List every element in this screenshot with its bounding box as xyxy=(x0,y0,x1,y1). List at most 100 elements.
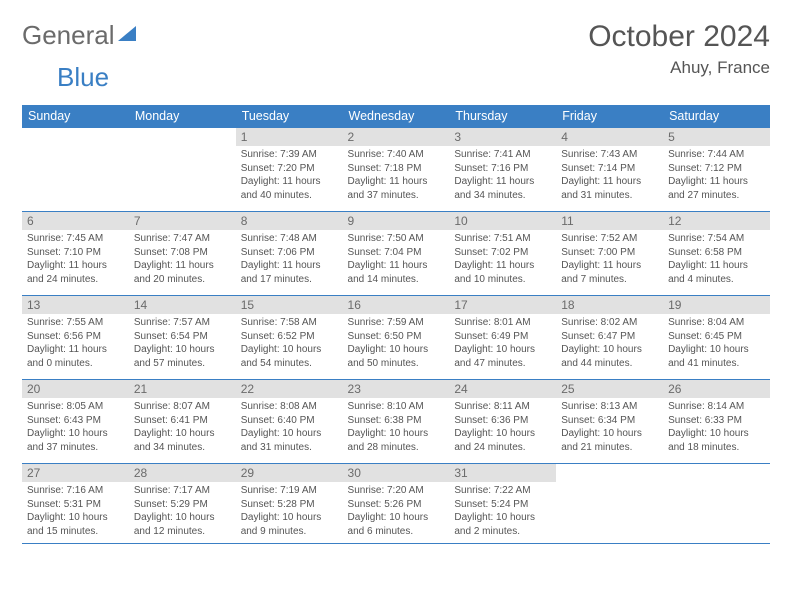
daylight-text: Daylight: 10 hours and 18 minutes. xyxy=(668,427,765,454)
day-number: 18 xyxy=(556,296,663,314)
day-details: Sunrise: 7:40 AMSunset: 7:18 PMDaylight:… xyxy=(343,146,450,204)
sunset-text: Sunset: 6:33 PM xyxy=(668,414,765,428)
month-title: October 2024 xyxy=(588,20,770,54)
daylight-text: Daylight: 11 hours and 37 minutes. xyxy=(348,175,445,202)
sunset-text: Sunset: 5:29 PM xyxy=(134,498,231,512)
day-details: Sunrise: 7:47 AMSunset: 7:08 PMDaylight:… xyxy=(129,230,236,288)
daylight-text: Daylight: 10 hours and 34 minutes. xyxy=(134,427,231,454)
daylight-text: Daylight: 10 hours and 50 minutes. xyxy=(348,343,445,370)
sunset-text: Sunset: 6:36 PM xyxy=(454,414,551,428)
calendar-cell: 29Sunrise: 7:19 AMSunset: 5:28 PMDayligh… xyxy=(236,464,343,544)
day-details: Sunrise: 7:54 AMSunset: 6:58 PMDaylight:… xyxy=(663,230,770,288)
daylight-text: Daylight: 10 hours and 6 minutes. xyxy=(348,511,445,538)
day-details: Sunrise: 7:57 AMSunset: 6:54 PMDaylight:… xyxy=(129,314,236,372)
calendar-cell: 5Sunrise: 7:44 AMSunset: 7:12 PMDaylight… xyxy=(663,128,770,212)
calendar-cell: 20Sunrise: 8:05 AMSunset: 6:43 PMDayligh… xyxy=(22,380,129,464)
day-number: 30 xyxy=(343,464,450,482)
day-details: Sunrise: 7:52 AMSunset: 7:00 PMDaylight:… xyxy=(556,230,663,288)
calendar-cell: 17Sunrise: 8:01 AMSunset: 6:49 PMDayligh… xyxy=(449,296,556,380)
brand-part1: General xyxy=(22,20,115,51)
sunrise-text: Sunrise: 8:08 AM xyxy=(241,400,338,414)
daylight-text: Daylight: 10 hours and 47 minutes. xyxy=(454,343,551,370)
daylight-text: Daylight: 10 hours and 21 minutes. xyxy=(561,427,658,454)
calendar-cell: 14Sunrise: 7:57 AMSunset: 6:54 PMDayligh… xyxy=(129,296,236,380)
sunset-text: Sunset: 5:26 PM xyxy=(348,498,445,512)
day-number: 13 xyxy=(22,296,129,314)
sunrise-text: Sunrise: 8:11 AM xyxy=(454,400,551,414)
sunrise-text: Sunrise: 8:07 AM xyxy=(134,400,231,414)
sunset-text: Sunset: 5:28 PM xyxy=(241,498,338,512)
brand-logo: General xyxy=(22,20,139,51)
weekday-header: Tuesday xyxy=(236,105,343,128)
day-details: Sunrise: 8:07 AMSunset: 6:41 PMDaylight:… xyxy=(129,398,236,456)
day-number: 27 xyxy=(22,464,129,482)
calendar-cell: 18Sunrise: 8:02 AMSunset: 6:47 PMDayligh… xyxy=(556,296,663,380)
calendar-cell: 11Sunrise: 7:52 AMSunset: 7:00 PMDayligh… xyxy=(556,212,663,296)
day-details: Sunrise: 7:22 AMSunset: 5:24 PMDaylight:… xyxy=(449,482,556,540)
day-number: 10 xyxy=(449,212,556,230)
day-number: 8 xyxy=(236,212,343,230)
daylight-text: Daylight: 10 hours and 31 minutes. xyxy=(241,427,338,454)
sunset-text: Sunset: 7:12 PM xyxy=(668,162,765,176)
calendar-cell: 23Sunrise: 8:10 AMSunset: 6:38 PMDayligh… xyxy=(343,380,450,464)
calendar-cell: 15Sunrise: 7:58 AMSunset: 6:52 PMDayligh… xyxy=(236,296,343,380)
day-number: 1 xyxy=(236,128,343,146)
daylight-text: Daylight: 10 hours and 2 minutes. xyxy=(454,511,551,538)
calendar-cell: 13Sunrise: 7:55 AMSunset: 6:56 PMDayligh… xyxy=(22,296,129,380)
weekday-header: Sunday xyxy=(22,105,129,128)
day-details: Sunrise: 7:17 AMSunset: 5:29 PMDaylight:… xyxy=(129,482,236,540)
sunrise-text: Sunrise: 7:51 AM xyxy=(454,232,551,246)
location-label: Ahuy, France xyxy=(588,58,770,78)
day-details: Sunrise: 8:08 AMSunset: 6:40 PMDaylight:… xyxy=(236,398,343,456)
daylight-text: Daylight: 11 hours and 14 minutes. xyxy=(348,259,445,286)
day-number: 4 xyxy=(556,128,663,146)
day-details: Sunrise: 7:44 AMSunset: 7:12 PMDaylight:… xyxy=(663,146,770,204)
calendar-cell: 24Sunrise: 8:11 AMSunset: 6:36 PMDayligh… xyxy=(449,380,556,464)
calendar-cell: 10Sunrise: 7:51 AMSunset: 7:02 PMDayligh… xyxy=(449,212,556,296)
sunrise-text: Sunrise: 7:17 AM xyxy=(134,484,231,498)
day-details: Sunrise: 7:58 AMSunset: 6:52 PMDaylight:… xyxy=(236,314,343,372)
calendar-cell: 9Sunrise: 7:50 AMSunset: 7:04 PMDaylight… xyxy=(343,212,450,296)
daylight-text: Daylight: 11 hours and 7 minutes. xyxy=(561,259,658,286)
sunset-text: Sunset: 7:16 PM xyxy=(454,162,551,176)
day-number: 26 xyxy=(663,380,770,398)
day-number: 24 xyxy=(449,380,556,398)
day-number: 5 xyxy=(663,128,770,146)
weekday-header: Monday xyxy=(129,105,236,128)
sunset-text: Sunset: 6:45 PM xyxy=(668,330,765,344)
day-details: Sunrise: 8:11 AMSunset: 6:36 PMDaylight:… xyxy=(449,398,556,456)
calendar-cell: 19Sunrise: 8:04 AMSunset: 6:45 PMDayligh… xyxy=(663,296,770,380)
sunrise-text: Sunrise: 7:52 AM xyxy=(561,232,658,246)
day-details: Sunrise: 7:39 AMSunset: 7:20 PMDaylight:… xyxy=(236,146,343,204)
sunset-text: Sunset: 7:18 PM xyxy=(348,162,445,176)
daylight-text: Daylight: 10 hours and 28 minutes. xyxy=(348,427,445,454)
day-details: Sunrise: 8:04 AMSunset: 6:45 PMDaylight:… xyxy=(663,314,770,372)
daylight-text: Daylight: 10 hours and 12 minutes. xyxy=(134,511,231,538)
daylight-text: Daylight: 10 hours and 54 minutes. xyxy=(241,343,338,370)
sunset-text: Sunset: 6:41 PM xyxy=(134,414,231,428)
sunrise-text: Sunrise: 8:05 AM xyxy=(27,400,124,414)
sunset-text: Sunset: 6:49 PM xyxy=(454,330,551,344)
sunset-text: Sunset: 5:24 PM xyxy=(454,498,551,512)
calendar-week-row: 13Sunrise: 7:55 AMSunset: 6:56 PMDayligh… xyxy=(22,296,770,380)
sunrise-text: Sunrise: 8:14 AM xyxy=(668,400,765,414)
day-number: 2 xyxy=(343,128,450,146)
daylight-text: Daylight: 10 hours and 37 minutes. xyxy=(27,427,124,454)
day-number: 3 xyxy=(449,128,556,146)
day-number: 22 xyxy=(236,380,343,398)
daylight-text: Daylight: 11 hours and 20 minutes. xyxy=(134,259,231,286)
sunset-text: Sunset: 6:52 PM xyxy=(241,330,338,344)
weekday-header-row: Sunday Monday Tuesday Wednesday Thursday… xyxy=(22,105,770,128)
daylight-text: Daylight: 11 hours and 34 minutes. xyxy=(454,175,551,202)
title-block: October 2024 Ahuy, France xyxy=(588,20,770,78)
sunrise-text: Sunrise: 7:41 AM xyxy=(454,148,551,162)
sunrise-text: Sunrise: 7:47 AM xyxy=(134,232,231,246)
daylight-text: Daylight: 11 hours and 31 minutes. xyxy=(561,175,658,202)
sunset-text: Sunset: 6:34 PM xyxy=(561,414,658,428)
day-details: Sunrise: 7:51 AMSunset: 7:02 PMDaylight:… xyxy=(449,230,556,288)
weekday-header: Wednesday xyxy=(343,105,450,128)
day-number: 31 xyxy=(449,464,556,482)
sunrise-text: Sunrise: 8:10 AM xyxy=(348,400,445,414)
sunset-text: Sunset: 7:00 PM xyxy=(561,246,658,260)
day-number: 12 xyxy=(663,212,770,230)
